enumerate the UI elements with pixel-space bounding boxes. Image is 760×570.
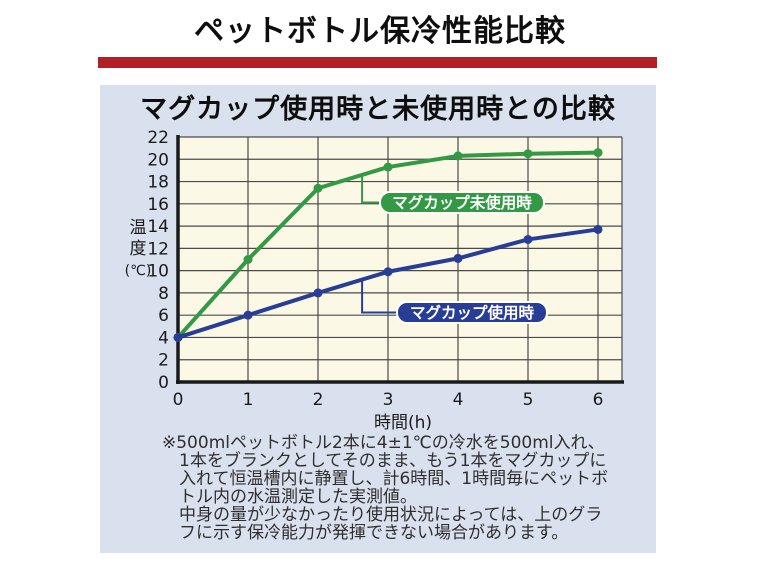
chart-text: 14 (147, 217, 169, 237)
chart-text: 4 (453, 390, 464, 410)
chart-text: 2 (158, 351, 169, 371)
chart-text: 4 (158, 328, 169, 348)
chart-text: 12 (147, 239, 169, 259)
data-point-unused (243, 255, 253, 264)
badge-connector-unused (361, 174, 380, 204)
series-badge-unused (379, 191, 545, 214)
data-point-used (593, 224, 603, 234)
series-badge-used (396, 301, 548, 324)
footnote: ※500mlペットボトル2本に4±1℃の冷水を500ml入れ、 1本をブランクと… (162, 433, 609, 543)
red-divider (98, 57, 657, 68)
data-point-used (173, 332, 183, 342)
chart-panel: マグカップ使用時と未使用時との比較 0 2 4 6 8 10 12 14 16 18 20 22 0 1 2… (100, 85, 656, 553)
data-point-unused (383, 162, 393, 172)
chart-text: 度 (130, 239, 147, 259)
data-point-used (453, 253, 463, 263)
data-point-unused (313, 183, 323, 193)
chart-text: 1 (243, 390, 254, 410)
chart-text: 3 (383, 390, 394, 410)
chart-text: 2 (313, 390, 324, 410)
chart-subtitle: マグカップ使用時と未使用時との比較 (140, 94, 616, 125)
chart-text: マグカップ未使用時 (392, 193, 532, 212)
chart-text: 時間(h) (374, 413, 432, 433)
chart-text: 10 (147, 262, 169, 282)
chart-text: 0 (158, 373, 169, 393)
chart-text: 16 (147, 195, 169, 215)
data-point-unused (453, 151, 463, 161)
badge-connector-used (361, 279, 397, 314)
chart-text: マグカップ使用時 (410, 303, 535, 322)
chart-text: 18 (147, 173, 169, 193)
data-point-used (243, 310, 253, 320)
chart-text: (℃) (125, 263, 152, 279)
data-point-unused (523, 149, 533, 159)
chart-text: 6 (158, 306, 169, 326)
chart-text: 0 (173, 390, 184, 410)
chart-text: 5 (523, 390, 534, 410)
page-title: ペットボトル保冷性能比較 (194, 14, 566, 49)
data-point-used (523, 234, 533, 244)
chart-text: 20 (147, 150, 169, 170)
chart-text: 8 (158, 284, 169, 304)
data-point-unused (593, 148, 603, 158)
chart-text: 22 (147, 128, 169, 148)
data-point-used (383, 267, 393, 277)
chart-text: 温 (130, 218, 147, 238)
chart-text: 6 (593, 390, 604, 410)
data-point-used (313, 288, 323, 298)
